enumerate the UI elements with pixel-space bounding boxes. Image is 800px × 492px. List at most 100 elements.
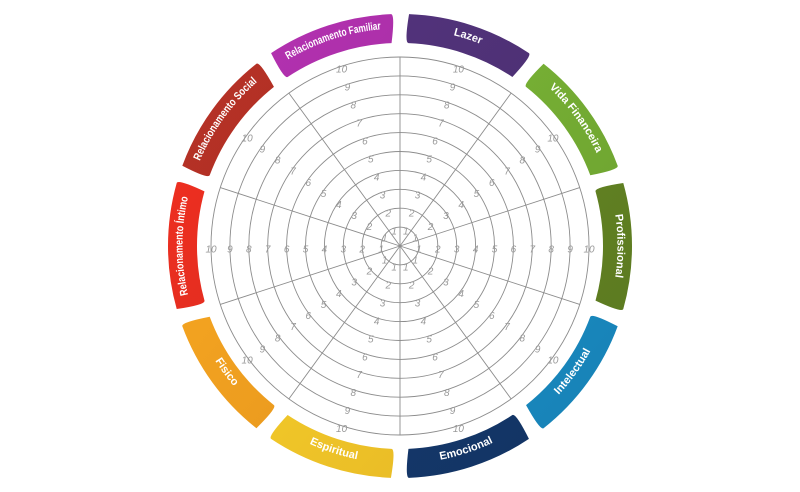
svg-text:2: 2 (385, 280, 392, 291)
svg-text:8: 8 (275, 333, 281, 344)
svg-text:1: 1 (413, 256, 419, 267)
svg-text:9: 9 (567, 244, 573, 255)
svg-text:4: 4 (374, 173, 380, 184)
svg-text:7: 7 (290, 167, 296, 178)
svg-text:8: 8 (350, 388, 356, 399)
svg-text:8: 8 (275, 156, 281, 167)
svg-text:9: 9 (345, 406, 351, 417)
svg-text:10: 10 (583, 244, 595, 255)
svg-text:10: 10 (547, 355, 559, 366)
svg-text:4: 4 (458, 200, 464, 211)
svg-text:1: 1 (391, 226, 397, 237)
svg-text:5: 5 (321, 300, 327, 311)
svg-text:7: 7 (438, 119, 444, 130)
svg-text:1: 1 (403, 226, 409, 237)
svg-text:1: 1 (382, 233, 388, 244)
svg-text:4: 4 (336, 200, 342, 211)
svg-text:9: 9 (450, 406, 456, 417)
svg-text:10: 10 (242, 133, 254, 144)
svg-text:6: 6 (305, 311, 311, 322)
svg-text:3: 3 (380, 298, 386, 309)
svg-text:2: 2 (366, 222, 373, 233)
svg-text:7: 7 (504, 322, 510, 333)
svg-text:9: 9 (450, 83, 456, 94)
svg-text:4: 4 (421, 173, 427, 184)
svg-text:2: 2 (427, 222, 434, 233)
svg-text:7: 7 (504, 167, 510, 178)
svg-text:5: 5 (321, 189, 327, 200)
svg-text:7: 7 (356, 370, 362, 381)
svg-text:8: 8 (548, 244, 554, 255)
svg-text:2: 2 (358, 244, 365, 255)
svg-text:3: 3 (351, 278, 357, 289)
svg-text:10: 10 (205, 244, 217, 255)
svg-text:9: 9 (535, 344, 541, 355)
svg-text:5: 5 (368, 334, 374, 345)
svg-text:9: 9 (227, 244, 233, 255)
svg-text:6: 6 (305, 178, 311, 189)
svg-text:3: 3 (380, 190, 386, 201)
svg-text:3: 3 (454, 244, 460, 255)
svg-text:10: 10 (453, 65, 465, 76)
svg-text:6: 6 (284, 244, 290, 255)
svg-text:6: 6 (489, 178, 495, 189)
svg-text:3: 3 (443, 278, 449, 289)
svg-text:5: 5 (368, 155, 374, 166)
svg-text:8: 8 (520, 333, 526, 344)
svg-text:2: 2 (366, 267, 373, 278)
svg-text:3: 3 (351, 211, 357, 222)
svg-text:2: 2 (385, 208, 392, 219)
svg-text:9: 9 (345, 83, 351, 94)
svg-text:1: 1 (413, 233, 419, 244)
svg-text:10: 10 (336, 424, 348, 435)
svg-text:3: 3 (415, 190, 421, 201)
svg-text:7: 7 (530, 244, 536, 255)
svg-text:9: 9 (260, 144, 266, 155)
svg-text:9: 9 (260, 344, 266, 355)
svg-text:8: 8 (246, 244, 252, 255)
svg-text:8: 8 (444, 388, 450, 399)
svg-text:4: 4 (374, 316, 380, 327)
svg-text:6: 6 (511, 244, 517, 255)
svg-text:1: 1 (403, 262, 409, 273)
svg-text:10: 10 (336, 65, 348, 76)
svg-text:2: 2 (427, 267, 434, 278)
svg-text:7: 7 (438, 370, 444, 381)
svg-text:2: 2 (408, 280, 415, 291)
svg-text:5: 5 (303, 244, 309, 255)
svg-text:1: 1 (391, 262, 397, 273)
svg-text:1: 1 (378, 244, 384, 255)
svg-text:10: 10 (453, 424, 465, 435)
svg-text:6: 6 (432, 137, 438, 148)
svg-text:3: 3 (341, 244, 347, 255)
svg-text:5: 5 (426, 334, 432, 345)
svg-text:1: 1 (416, 244, 422, 255)
svg-text:6: 6 (432, 352, 438, 363)
svg-text:7: 7 (265, 244, 271, 255)
svg-text:6: 6 (362, 352, 368, 363)
svg-text:6: 6 (362, 137, 368, 148)
svg-text:5: 5 (492, 244, 498, 255)
svg-text:4: 4 (421, 316, 427, 327)
svg-text:2: 2 (434, 244, 441, 255)
svg-text:4: 4 (458, 289, 464, 300)
svg-text:8: 8 (520, 156, 526, 167)
svg-text:7: 7 (290, 322, 296, 333)
svg-text:4: 4 (336, 289, 342, 300)
svg-text:7: 7 (356, 119, 362, 130)
svg-text:5: 5 (474, 300, 480, 311)
svg-text:2: 2 (408, 208, 415, 219)
svg-text:9: 9 (535, 144, 541, 155)
svg-text:1: 1 (382, 256, 388, 267)
svg-text:10: 10 (547, 133, 559, 144)
svg-text:4: 4 (322, 244, 328, 255)
svg-text:3: 3 (443, 211, 449, 222)
svg-text:8: 8 (350, 101, 356, 112)
svg-text:3: 3 (415, 298, 421, 309)
svg-text:4: 4 (473, 244, 479, 255)
svg-text:10: 10 (242, 355, 254, 366)
svg-text:5: 5 (474, 189, 480, 200)
svg-text:6: 6 (489, 311, 495, 322)
svg-text:8: 8 (444, 101, 450, 112)
svg-text:5: 5 (426, 155, 432, 166)
